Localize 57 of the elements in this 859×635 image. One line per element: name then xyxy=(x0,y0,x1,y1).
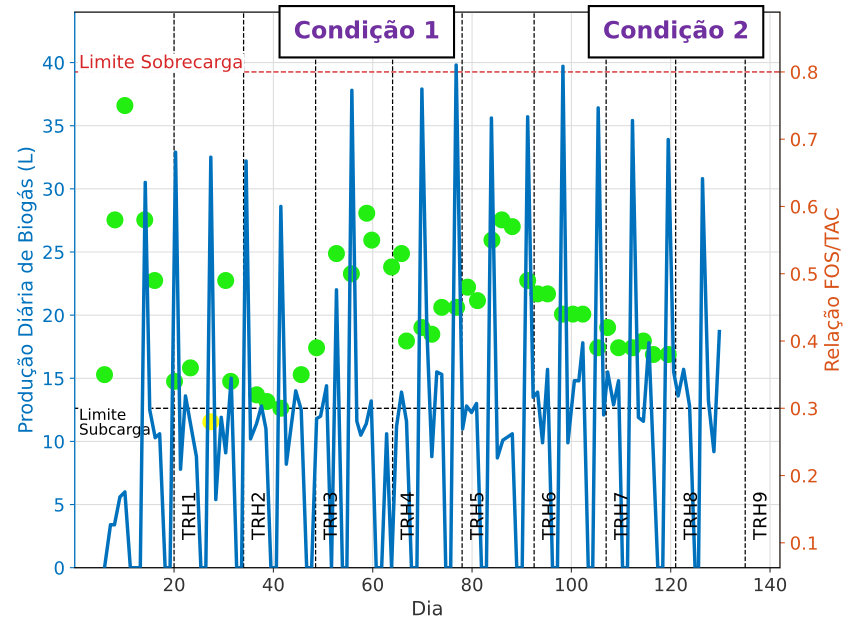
point xyxy=(504,218,521,236)
point xyxy=(610,339,628,356)
ref-line-label: TRH2 xyxy=(251,493,265,540)
y-tick-label: 35 xyxy=(43,119,64,133)
point xyxy=(363,232,380,249)
point xyxy=(308,339,326,356)
x-tick-label: 60 xyxy=(362,578,384,592)
point xyxy=(182,359,199,376)
y2-tick-label: 0.3 xyxy=(790,402,817,416)
y2-tick-label: 0.1 xyxy=(790,536,817,550)
y2-axis-title: Relação FOS/TAC xyxy=(824,208,843,370)
ref-line-label: TRH1 xyxy=(182,492,196,540)
point xyxy=(116,97,134,114)
point xyxy=(393,245,410,262)
y2-tick-label: 0.7 xyxy=(790,132,817,146)
y-tick-label: 25 xyxy=(43,245,64,260)
y2-tick-label: 0.8 xyxy=(790,65,818,80)
y2-tick-label: 0.2 xyxy=(790,468,817,483)
point xyxy=(217,272,234,289)
x-tick-label: 100 xyxy=(556,578,588,592)
y-tick-label: 10 xyxy=(44,434,64,449)
point xyxy=(433,298,450,316)
point xyxy=(358,204,376,222)
ref-line-label: TRH5 xyxy=(470,492,484,540)
y-tick-label: 5 xyxy=(54,498,64,512)
ref-line-label: TRH8 xyxy=(683,492,698,540)
annotation: Condição 1 xyxy=(294,20,438,43)
point xyxy=(292,366,310,384)
y2-tick-label: 0.6 xyxy=(790,200,818,214)
y-tick-label: 0 xyxy=(54,561,64,575)
y-tick-label: 15 xyxy=(44,372,64,386)
ref-line-label: TRH7 xyxy=(614,492,628,540)
ref-line-label: TRH3 xyxy=(323,492,338,540)
x-tick-label: 120 xyxy=(655,578,687,592)
y-tick-label: 40 xyxy=(42,56,64,70)
point xyxy=(106,211,124,228)
point xyxy=(328,245,345,262)
point xyxy=(258,393,276,410)
x-axis-title: Dia xyxy=(413,600,442,616)
ref-line-label: TRH4 xyxy=(400,492,414,540)
ref-line-label: Limite Sobrecarga xyxy=(80,54,242,72)
point xyxy=(398,332,415,350)
point xyxy=(96,366,114,384)
x-tick-label: 20 xyxy=(164,578,184,592)
y-tick-label: 20 xyxy=(43,308,64,322)
y2-tick-label: 0.4 xyxy=(790,334,818,348)
x-tick-label: 80 xyxy=(462,578,482,592)
x-tick-label: 40 xyxy=(262,578,284,592)
ref-line-label: TRH9 xyxy=(752,492,767,540)
point xyxy=(469,292,486,310)
ref-line-label: TRH6 xyxy=(542,492,556,540)
x-tick-label: 140 xyxy=(754,578,786,592)
y2-tick-label: 0.5 xyxy=(790,267,817,281)
point xyxy=(383,258,400,276)
annotation: Condição 2 xyxy=(604,20,748,43)
y-tick-label: 30 xyxy=(43,182,64,196)
y-axis-title: Produção Diária de Biogás (L) xyxy=(16,148,36,432)
